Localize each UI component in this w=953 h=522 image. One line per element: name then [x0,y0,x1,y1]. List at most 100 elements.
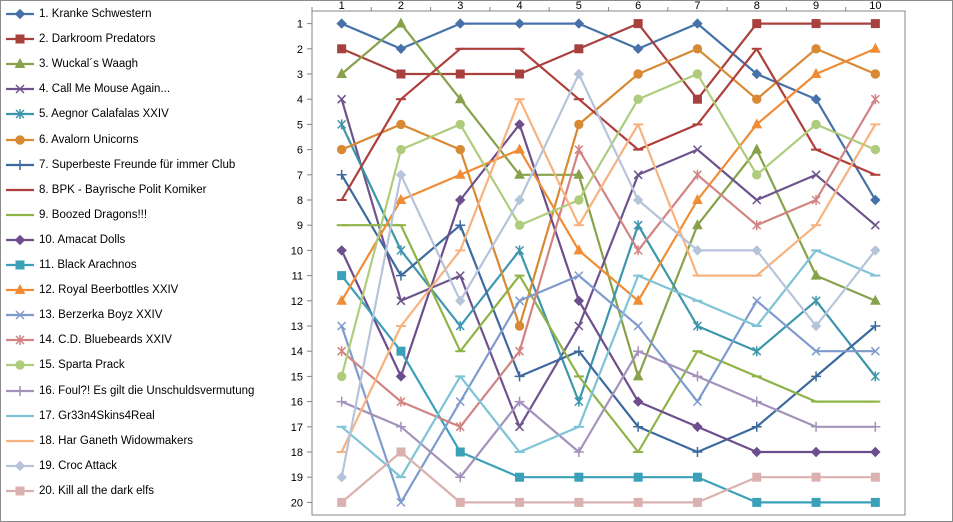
legend-label: 19. Croc Attack [39,459,117,472]
series-14-c-d-bluebeards-xxiv [337,94,880,432]
data-point [633,220,643,231]
data-point [752,19,762,29]
data-point [574,195,584,205]
data-point [396,447,406,457]
data-point [870,497,880,507]
legend-item: 6. Avalorn Unicorns [6,128,139,152]
data-point [515,346,525,357]
legend-swatch [6,284,34,295]
x-tick-label: 1 [339,0,345,12]
data-point [751,421,762,432]
legend-item: 2. Darkroom Predators [6,27,155,51]
data-point [632,294,644,305]
legend-marker [15,84,25,94]
data-point [337,321,347,331]
legend-label: 17. Gr33n4Skins4Real [39,409,155,422]
data-point [810,93,822,105]
legend-item: 17. Gr33n4Skins4Real [6,404,155,428]
y-tick-label: 11 [292,271,303,283]
data-point [455,397,465,407]
data-point [632,194,644,206]
legend-marker [15,159,25,170]
data-point [633,94,643,104]
data-point [811,346,821,356]
legend-marker [15,34,25,44]
legend-item: 4. Call Me Mouse Again... [6,77,170,101]
legend-label: 9. Boozed Dragons!!! [39,208,148,221]
series-19-croc-attack [336,68,881,483]
data-point [396,144,406,155]
data-point [455,295,466,307]
data-point [692,18,703,29]
data-point [751,143,763,154]
legend-item: 19. Croc Attack [6,454,117,478]
data-point [811,119,821,130]
plot-area [311,10,906,516]
legend-swatch [6,109,34,120]
series-line [340,72,876,377]
data-point [396,497,406,507]
legend-marker [14,8,26,20]
data-point [752,94,762,104]
legend-marker [14,284,26,295]
data-point [870,94,880,105]
data-point [396,245,406,256]
legend-item: 9. Boozed Dragons!!! [6,203,147,227]
data-point [336,67,347,78]
data-point [633,497,643,507]
data-point [574,472,584,482]
data-point [870,472,880,482]
legend-label: 1. Kranke Schwestern [39,8,152,20]
data-point [870,446,881,458]
series-20-kill-all-the-dark-elfs [337,447,880,507]
series-line [340,249,876,479]
data-point [810,67,822,78]
data-point [514,119,525,130]
data-point [455,18,466,29]
y-tick-label: 9 [297,220,303,232]
data-point [515,245,525,256]
data-point [870,69,881,79]
data-point [692,94,702,104]
y-tick-label: 12 [291,296,303,308]
legend-label: 11. Black Arachnos [39,259,137,271]
legend-marker [14,58,26,69]
data-point [455,497,465,507]
y-tick-label: 19 [291,472,303,484]
legend-marker [15,335,25,346]
data-point [337,497,347,507]
x-tick-label: 9 [813,0,819,12]
data-point [396,296,406,306]
series-line [341,350,876,479]
legend-label: 14. C.D. Bluebeards XXIV [39,334,172,347]
legend-item: 12. Royal Beerbottles XXIV [6,278,178,302]
data-point [455,119,465,130]
data-point [455,472,466,483]
data-point [632,396,644,407]
legend-label: 2. Darkroom Predators [39,33,156,46]
y-tick-label: 4 [297,94,303,106]
y-tick-label: 18 [291,447,303,459]
data-point [455,447,465,457]
data-point [336,169,347,180]
legend-marker [15,360,25,371]
data-point [515,296,525,306]
data-point [396,346,406,356]
legend-swatch [6,335,34,346]
data-point [752,296,762,306]
series-6-avalorn-unicorns [336,44,881,331]
y-tick-label: 16 [291,397,303,409]
data-point [514,321,525,331]
data-point [633,69,643,79]
data-point [632,370,644,381]
data-point [395,17,407,28]
legend-marker [15,385,25,396]
data-point [870,194,881,206]
data-point [633,321,643,331]
data-point [573,244,585,255]
data-point [692,321,702,331]
data-point [692,219,703,230]
series-line [340,98,877,453]
data-point [514,194,525,206]
data-point [633,170,643,180]
